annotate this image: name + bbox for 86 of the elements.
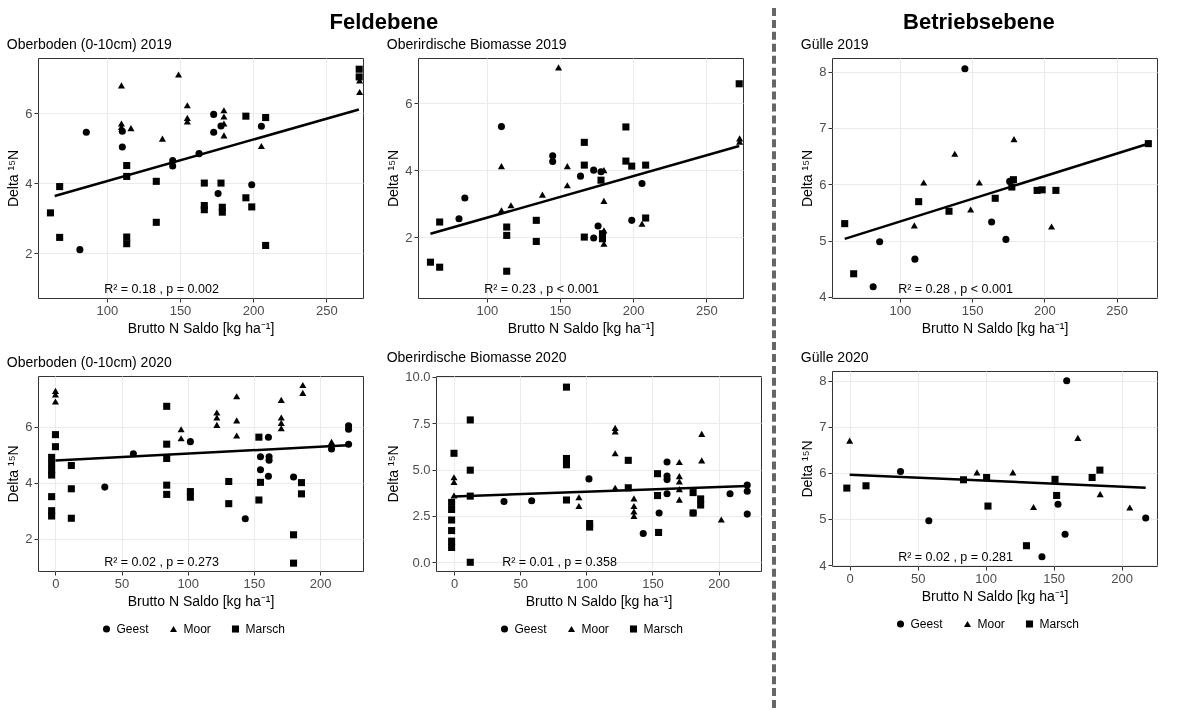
y-tick-label: 6 (819, 176, 827, 192)
x-tick-label: 100 (96, 302, 119, 318)
legend-label: Geest (514, 622, 548, 636)
y-tick-label: 10.0 (405, 369, 431, 385)
y-tick-label: 8 (819, 64, 827, 80)
x-tick-label: 0 (450, 575, 459, 591)
x-tick-label: 200 (1033, 302, 1056, 318)
x-tick-label: 100 (975, 570, 998, 586)
y-axis-title: Delta ¹⁵N (799, 149, 816, 208)
x-tick-label: 200 (242, 302, 265, 318)
x-tick-label: 150 (642, 575, 664, 591)
x-axis-title: Brutto N Saldo [kg ha⁻¹] (507, 319, 655, 336)
x-tick-label: 100 (177, 575, 200, 591)
x-tick-label: 150 (549, 302, 572, 318)
x-tick-label: 0 (52, 575, 60, 591)
y-tick-label: 4 (405, 162, 413, 178)
x-tick-label: 100 (476, 302, 499, 318)
x-tick-label: 250 (316, 302, 338, 318)
y-tick-label: 5 (819, 233, 827, 249)
x-axis-title: Brutto N Saldo [kg ha⁻¹] (525, 592, 673, 609)
legend-label: Marsch (245, 622, 285, 636)
y-tick-label: 4 (25, 175, 33, 191)
legend-label: Moor (183, 622, 211, 636)
y-tick-label: 6 (25, 105, 33, 121)
chart-title: Oberboden (0-10cm) 2019 (6, 36, 172, 52)
y-tick-label: 2 (25, 245, 33, 261)
y-tick-label: 5.0 (412, 462, 431, 478)
text: Feldebene (329, 8, 439, 34)
text: Betriebsebene (903, 8, 1055, 34)
x-axis-title: Brutto N Saldo [kg ha⁻¹] (921, 587, 1069, 604)
x-tick-label: 150 (169, 302, 192, 318)
x-tick-label: 150 (961, 302, 984, 318)
y-tick-label: 2 (25, 531, 33, 547)
y-tick-label: 2 (405, 229, 413, 245)
x-tick-label: 100 (575, 575, 598, 591)
x-tick-label: 150 (1043, 570, 1065, 586)
y-axis-title: Delta ¹⁵N (5, 149, 22, 208)
y-axis-title: Delta ¹⁵N (5, 445, 22, 503)
y-tick-label: 8 (819, 373, 827, 389)
x-tick-label: 150 (243, 575, 266, 591)
y-tick-label: 4 (25, 475, 33, 491)
chart-title: Oberirdische Biomasse 2020 (386, 348, 567, 365)
legend-label: Moor (977, 617, 1005, 631)
annotation: R² = 0.23 , p < 0.001 (484, 282, 599, 296)
x-axis-title: Brutto N Saldo [kg ha⁻¹] (921, 319, 1069, 336)
x-tick-label: 200 (622, 302, 645, 318)
x-tick-label: 250 (696, 302, 718, 318)
x-tick-label: 50 (114, 575, 130, 591)
legend-label: Marsch (1039, 617, 1079, 631)
y-tick-label: 4 (819, 557, 827, 573)
y-tick-label: 7 (819, 120, 827, 136)
legend-label: Geest (116, 622, 150, 636)
chart-title: Oberirdische Biomasse 2019 (386, 36, 567, 52)
annotation: R² = 0.28 , p < 0.001 (898, 282, 1013, 296)
annotation: R² = 0.01 , p = 0.358 (502, 555, 617, 569)
annotation: R² = 0.02 , p = 0.281 (898, 550, 1013, 564)
chart-title: Gülle 2019 (800, 36, 869, 52)
legend-label: Geest (910, 617, 944, 631)
y-tick-label: 4 (819, 289, 827, 305)
y-axis-title: Delta ¹⁵N (385, 149, 402, 208)
legend-label: Moor (581, 622, 609, 636)
annotation: R² = 0.02 , p = 0.273 (104, 555, 219, 569)
y-tick-label: 7 (819, 419, 827, 435)
y-tick-label: 0.0 (412, 554, 431, 570)
y-axis-title: Delta ¹⁵N (385, 445, 402, 503)
x-tick-label: 50 (910, 570, 926, 586)
y-axis-title: Delta ¹⁵N (799, 440, 816, 498)
y-tick-label: 7.5 (412, 415, 431, 431)
y-tick-label: 6 (819, 465, 827, 481)
x-tick-label: 50 (513, 575, 528, 591)
x-tick-label: 200 (1111, 570, 1133, 586)
x-tick-label: 200 (309, 575, 332, 591)
y-tick-label: 6 (405, 95, 413, 111)
x-tick-label: 200 (708, 575, 731, 591)
x-axis-title: Brutto N Saldo [kg ha⁻¹] (127, 319, 275, 336)
x-tick-label: 100 (889, 302, 912, 318)
x-tick-label: 250 (1106, 302, 1128, 318)
y-tick-label: 2.5 (412, 508, 431, 524)
x-tick-label: 0 (846, 570, 854, 586)
annotation: R² = 0.18 , p = 0.002 (104, 282, 219, 296)
y-tick-label: 5 (819, 511, 827, 527)
chart-title: Gülle 2020 (800, 349, 869, 365)
legend-label: Marsch (643, 622, 683, 636)
x-axis-title: Brutto N Saldo [kg ha⁻¹] (127, 592, 275, 609)
y-tick-label: 6 (25, 419, 33, 434)
chart-title: Oberboden (0-10cm) 2020 (6, 354, 172, 370)
